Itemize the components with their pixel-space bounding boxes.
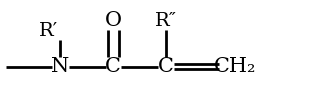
Text: C: C xyxy=(105,57,121,76)
Text: O: O xyxy=(105,11,122,30)
Text: R′: R′ xyxy=(38,22,58,40)
Text: CH₂: CH₂ xyxy=(214,57,257,76)
Text: R″: R″ xyxy=(155,12,177,30)
Text: N: N xyxy=(51,57,69,76)
Text: C: C xyxy=(158,57,174,76)
